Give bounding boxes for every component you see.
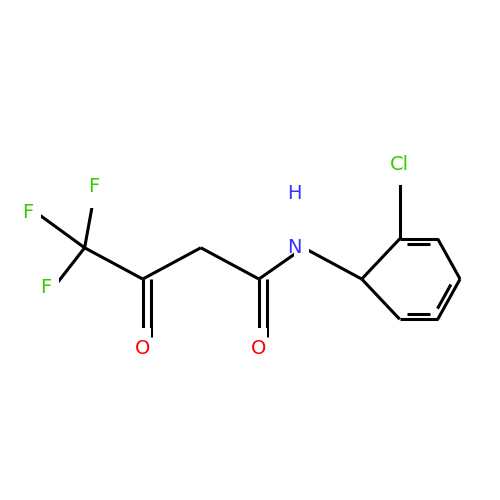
FancyBboxPatch shape — [294, 236, 309, 259]
FancyBboxPatch shape — [86, 185, 102, 208]
FancyBboxPatch shape — [384, 163, 416, 185]
FancyBboxPatch shape — [135, 328, 150, 350]
Text: O: O — [135, 340, 150, 358]
Text: Cl: Cl — [390, 155, 409, 174]
FancyBboxPatch shape — [287, 192, 302, 214]
FancyBboxPatch shape — [44, 277, 59, 299]
Text: F: F — [88, 178, 99, 197]
Text: F: F — [22, 202, 33, 222]
FancyBboxPatch shape — [251, 328, 267, 350]
Text: O: O — [252, 340, 266, 358]
Text: H: H — [288, 184, 302, 203]
Text: F: F — [40, 278, 51, 297]
Text: N: N — [287, 238, 302, 258]
FancyBboxPatch shape — [26, 201, 41, 223]
